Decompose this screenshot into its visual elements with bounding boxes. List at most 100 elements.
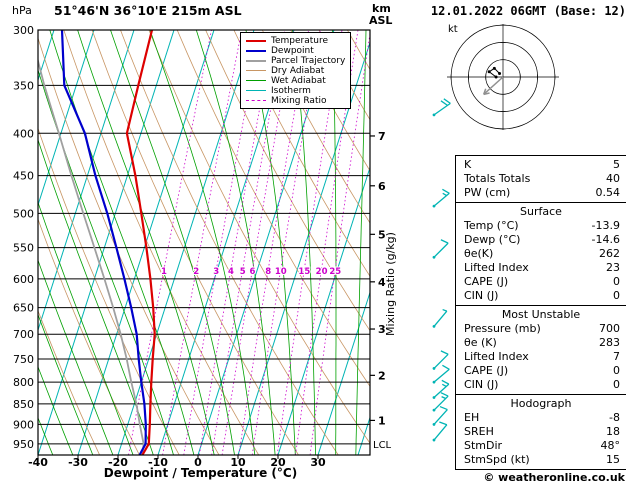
temp-tick-label: 0 bbox=[194, 456, 202, 469]
hodograph-point bbox=[492, 66, 496, 70]
hodograph-point bbox=[494, 75, 498, 79]
table-row: Lifted Index 23 bbox=[456, 261, 626, 275]
dry-adiabat-line bbox=[205, 30, 370, 332]
x-axis-label: Dewpoint / Temperature (°C) bbox=[103, 466, 298, 480]
dry-adiabat-line bbox=[38, 309, 100, 455]
mixing-ratio-line bbox=[211, 30, 286, 455]
hodograph-trace bbox=[488, 67, 500, 78]
wind-barb bbox=[432, 188, 450, 208]
plot-area: 1 2 3 4 5 6 8 10 15 20 25 bbox=[38, 30, 370, 455]
pressure-tick-label: 300 bbox=[13, 24, 34, 37]
isotherm-line bbox=[317, 290, 370, 455]
station-title: 51°46'N 36°10'E 215m ASL bbox=[54, 3, 242, 18]
mixing-ratio-value-label: 20 bbox=[316, 267, 328, 277]
pressure-tick-label: 800 bbox=[13, 376, 34, 389]
row-label: Pressure (mb) bbox=[464, 322, 541, 335]
table-section: Surface Temp (°C) -13.9 Dewp (°C) -14.6 θe(K)… bbox=[456, 203, 626, 306]
table-row: CIN (J) 0 bbox=[456, 289, 626, 303]
row-value: 40 bbox=[606, 172, 620, 185]
table-row: StmDir 48° bbox=[456, 439, 626, 453]
legend-item: Mixing Ratio bbox=[246, 96, 345, 106]
legend-swatch bbox=[246, 70, 266, 71]
dry-adiabat-line bbox=[38, 218, 140, 455]
mixing-ratio-line bbox=[128, 30, 212, 455]
row-value: 7 bbox=[613, 350, 620, 363]
mixing-ratio-line bbox=[198, 30, 275, 455]
wind-barb bbox=[432, 239, 449, 259]
wind-barb bbox=[432, 98, 451, 117]
row-label: CIN (J) bbox=[464, 289, 499, 302]
table-row: Totals Totals 40 bbox=[456, 172, 626, 186]
table-row: CIN (J) 0 bbox=[456, 378, 626, 392]
mixing-ratio-value-label: 3 bbox=[213, 267, 219, 277]
pressure-tick-label: 500 bbox=[13, 207, 34, 220]
legend-item: Isotherm bbox=[246, 85, 345, 96]
mixing-ratio-line bbox=[238, 30, 309, 455]
legend-item: Dry Adiabat bbox=[246, 65, 345, 76]
temp-tick-label: 10 bbox=[230, 456, 246, 469]
km-tick-label: 6 bbox=[378, 180, 386, 193]
row-value: 18 bbox=[606, 425, 620, 438]
wet-adiabat-line bbox=[38, 365, 78, 455]
section-header: Hodograph bbox=[510, 397, 572, 410]
pressure-tick-label: 550 bbox=[13, 242, 34, 255]
temp-tick-label: 20 bbox=[270, 456, 286, 469]
temp-tick-label: -10 bbox=[148, 456, 168, 469]
dry-adiabat-line bbox=[290, 30, 370, 172]
isotherm-line bbox=[237, 40, 370, 455]
dry-adiabat-line bbox=[63, 30, 260, 455]
temp-tick-label: -30 bbox=[68, 456, 88, 469]
isotherm-line bbox=[117, 30, 255, 455]
row-label: Totals Totals bbox=[464, 172, 531, 185]
row-value: 0 bbox=[613, 275, 620, 288]
mixing-ratio-value-label: 15 bbox=[298, 267, 310, 277]
legend-swatch bbox=[246, 90, 266, 91]
wind-barb bbox=[432, 392, 449, 412]
row-label: EH bbox=[464, 411, 480, 424]
dry-adiabat-line bbox=[38, 36, 220, 455]
table-row: θe(K) 262 bbox=[456, 247, 626, 261]
row-value: 0 bbox=[613, 289, 620, 302]
wet-adiabat-line bbox=[38, 68, 178, 455]
row-label: θe (K) bbox=[464, 336, 497, 349]
hodograph-point bbox=[487, 70, 491, 74]
temp-tick-label: -20 bbox=[108, 456, 128, 469]
row-label: CAPE (J) bbox=[464, 364, 509, 377]
temp-tick-label: 30 bbox=[310, 456, 326, 469]
row-value: 0 bbox=[613, 364, 620, 377]
pressure-tick-label: 950 bbox=[13, 438, 34, 451]
pressure-tick-label: 900 bbox=[13, 418, 34, 431]
row-value: 0.54 bbox=[595, 186, 621, 199]
legend-swatch bbox=[246, 49, 266, 52]
row-value: 23 bbox=[606, 261, 620, 274]
copyright: © weatheronline.co.uk bbox=[483, 471, 625, 484]
legend-label: Dewpoint bbox=[271, 45, 314, 56]
legend-swatch bbox=[246, 80, 266, 81]
indices-table: K 5 Totals Totals 40 PW (cm) 0.54 Surface Temp … bbox=[455, 155, 626, 470]
table-row: θe (K) 283 bbox=[456, 336, 626, 350]
km-tick-label: 7 bbox=[378, 130, 386, 143]
row-label: StmSpd (kt) bbox=[464, 453, 530, 466]
dewpoint-line bbox=[60, 30, 147, 455]
pressure-tick-label: 350 bbox=[13, 79, 34, 92]
table-row: StmSpd (kt) 15 bbox=[456, 453, 626, 467]
wind-barb bbox=[432, 421, 448, 442]
row-label: SREH bbox=[464, 425, 494, 438]
row-value: 283 bbox=[599, 336, 620, 349]
row-label: Dewp (°C) bbox=[464, 233, 521, 246]
row-value: 5 bbox=[613, 158, 620, 171]
legend-label: Isotherm bbox=[271, 85, 311, 96]
pressure-tick-label: 450 bbox=[13, 170, 34, 183]
legend-label: Dry Adiabat bbox=[271, 65, 325, 76]
mixing-ratio-value-label: 25 bbox=[329, 267, 341, 277]
row-value: 700 bbox=[599, 322, 620, 335]
table-row: Lifted Index 7 bbox=[456, 350, 626, 364]
table-row: Pressure (mb) 700 bbox=[456, 322, 626, 336]
legend-item: Parcel Trajectory bbox=[246, 56, 345, 66]
mixing-ratio-line bbox=[295, 30, 359, 455]
row-label: Temp (°C) bbox=[464, 219, 519, 232]
wind-barb bbox=[432, 308, 448, 328]
section-header: Most Unstable bbox=[501, 308, 581, 321]
legend-label: Wet Adiabat bbox=[271, 75, 326, 86]
temp-tick-label: -40 bbox=[28, 456, 48, 469]
